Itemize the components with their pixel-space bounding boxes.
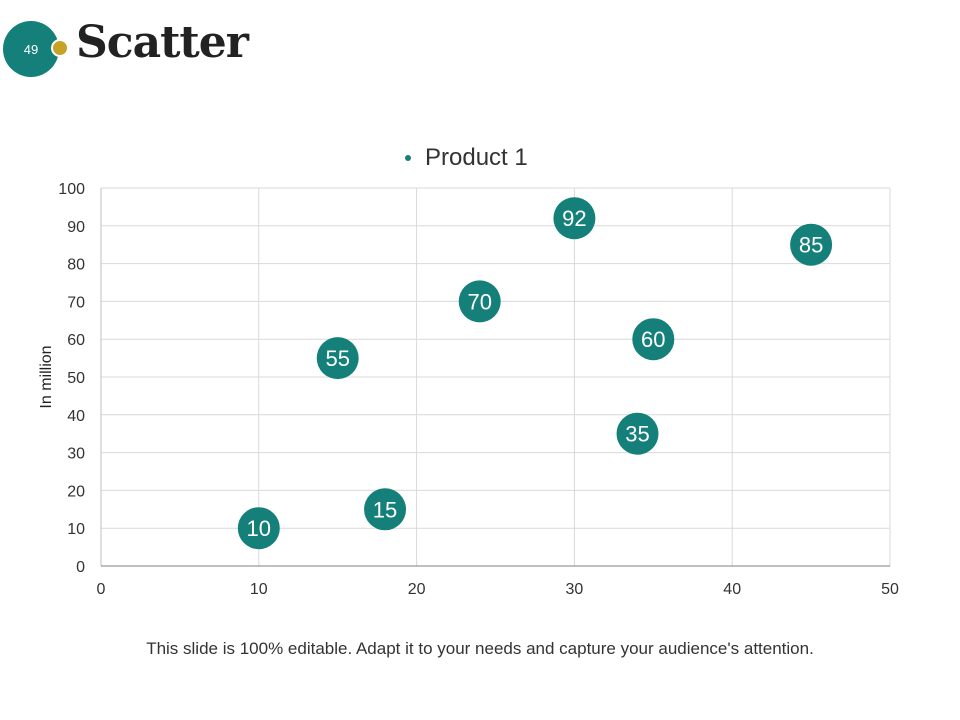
slide-number-badge: 49 bbox=[3, 21, 59, 77]
data-point bbox=[237, 507, 280, 550]
y-tick-label: 0 bbox=[76, 559, 85, 576]
y-tick-label: 70 bbox=[67, 294, 85, 311]
data-point bbox=[316, 337, 359, 380]
data-label: 35 bbox=[625, 422, 649, 447]
y-tick-label: 20 bbox=[67, 483, 85, 500]
x-tick-label: 0 bbox=[97, 581, 106, 598]
data-label: 10 bbox=[247, 516, 271, 541]
y-tick-label: 90 bbox=[67, 219, 85, 236]
legend-marker-icon bbox=[405, 155, 411, 161]
data-label: 55 bbox=[325, 346, 349, 371]
y-tick-label: 50 bbox=[67, 370, 85, 387]
data-point bbox=[458, 280, 501, 323]
y-tick-label: 80 bbox=[67, 257, 85, 274]
x-tick-label: 50 bbox=[881, 581, 899, 598]
data-point bbox=[364, 488, 407, 531]
x-tick-label: 30 bbox=[566, 581, 584, 598]
data-point bbox=[616, 412, 659, 455]
y-tick-label: 40 bbox=[67, 408, 85, 425]
data-point bbox=[632, 318, 675, 361]
data-label: 60 bbox=[641, 327, 665, 352]
data-label: 92 bbox=[562, 206, 586, 231]
data-point bbox=[553, 197, 596, 240]
legend-label: Product 1 bbox=[425, 144, 528, 171]
data-label: 85 bbox=[799, 233, 823, 258]
y-tick-label: 100 bbox=[58, 181, 85, 198]
decorative-dot bbox=[51, 39, 69, 57]
slide-number: 49 bbox=[23, 41, 39, 57]
y-tick-label: 60 bbox=[67, 332, 85, 349]
slide-footer: This slide is 100% editable. Adapt it to… bbox=[146, 639, 814, 658]
y-tick-label: 10 bbox=[67, 521, 85, 538]
data-label: 15 bbox=[373, 497, 397, 522]
y-axis-title: In million bbox=[38, 345, 55, 408]
x-tick-label: 20 bbox=[408, 581, 426, 598]
data-label: 70 bbox=[467, 289, 491, 314]
chart-legend: Product 1 bbox=[405, 144, 528, 172]
y-tick-label: 30 bbox=[67, 446, 85, 463]
slide-title: Scatter bbox=[76, 17, 249, 68]
x-tick-label: 10 bbox=[250, 581, 268, 598]
data-point bbox=[790, 223, 833, 266]
x-tick-label: 40 bbox=[723, 581, 741, 598]
